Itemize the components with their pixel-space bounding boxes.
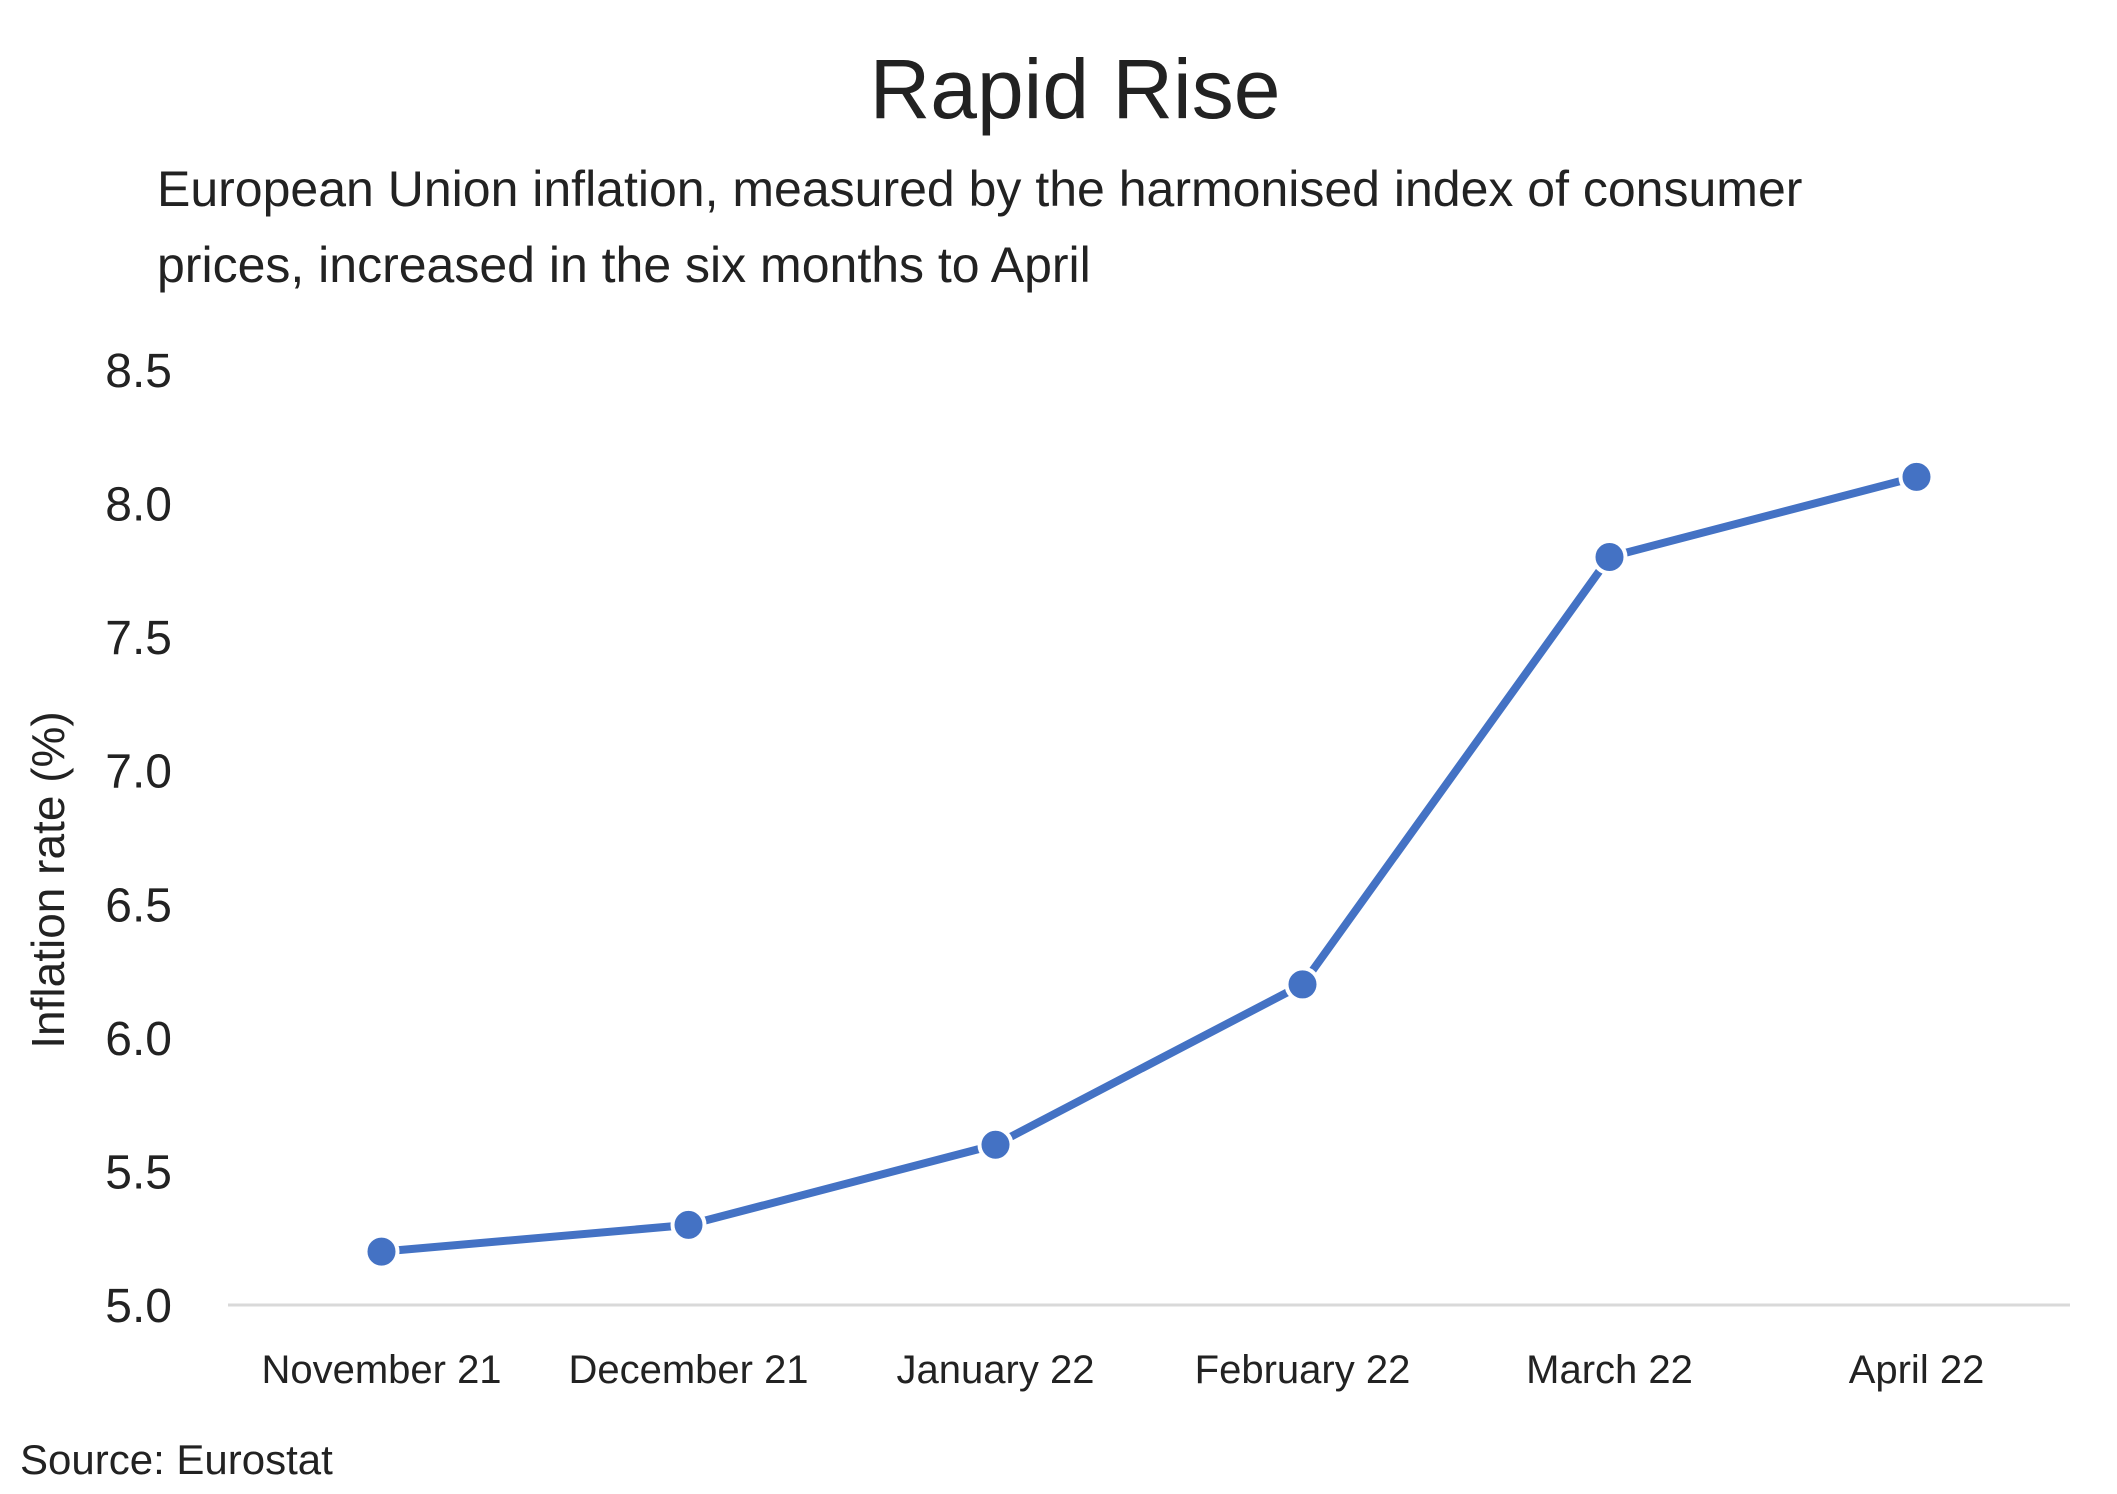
y-axis-label: Inflation rate (%) — [22, 711, 74, 1048]
chart-subtitle-line-1: European Union inflation, measured by th… — [157, 161, 1802, 217]
data-point — [670, 1206, 707, 1243]
x-tick-label: February 22 — [1195, 1348, 1411, 1392]
y-tick-label: 6.5 — [105, 879, 172, 932]
y-tick-label: 8.5 — [105, 345, 172, 398]
data-point — [1591, 539, 1628, 575]
x-tick-label: November 21 — [261, 1348, 501, 1392]
y-tick-label: 7.0 — [105, 746, 172, 799]
data-point — [1284, 966, 1321, 1003]
y-tick-label: 5.5 — [105, 1146, 172, 1199]
y-tick-label: 7.5 — [105, 612, 172, 665]
x-tick-label: January 22 — [897, 1348, 1095, 1392]
series-points — [363, 458, 1935, 1270]
chart-title: Rapid Rise — [870, 42, 1281, 136]
data-point — [363, 1233, 400, 1270]
data-point — [1898, 458, 1935, 495]
x-axis-ticks: November 21 December 21 January 22 February… — [261, 1348, 1984, 1392]
y-tick-label: 5.0 — [105, 1280, 172, 1333]
series-line — [377, 472, 1921, 1256]
x-tick-label: December 21 — [568, 1348, 808, 1392]
y-tick-label: 8.0 — [105, 479, 172, 532]
y-axis-ticks: 5.0 5.5 6.0 6.5 7.0 7.5 8.0 8.5 — [105, 345, 172, 1333]
chart-subtitle-line-2: prices, increased in the six months to A… — [157, 237, 1091, 293]
data-point — [977, 1126, 1014, 1163]
x-tick-label: March 22 — [1526, 1348, 1693, 1392]
x-tick-label: April 22 — [1849, 1348, 1985, 1392]
source-note: Source: Eurostat — [20, 1436, 333, 1483]
y-tick-label: 6.0 — [105, 1013, 172, 1066]
